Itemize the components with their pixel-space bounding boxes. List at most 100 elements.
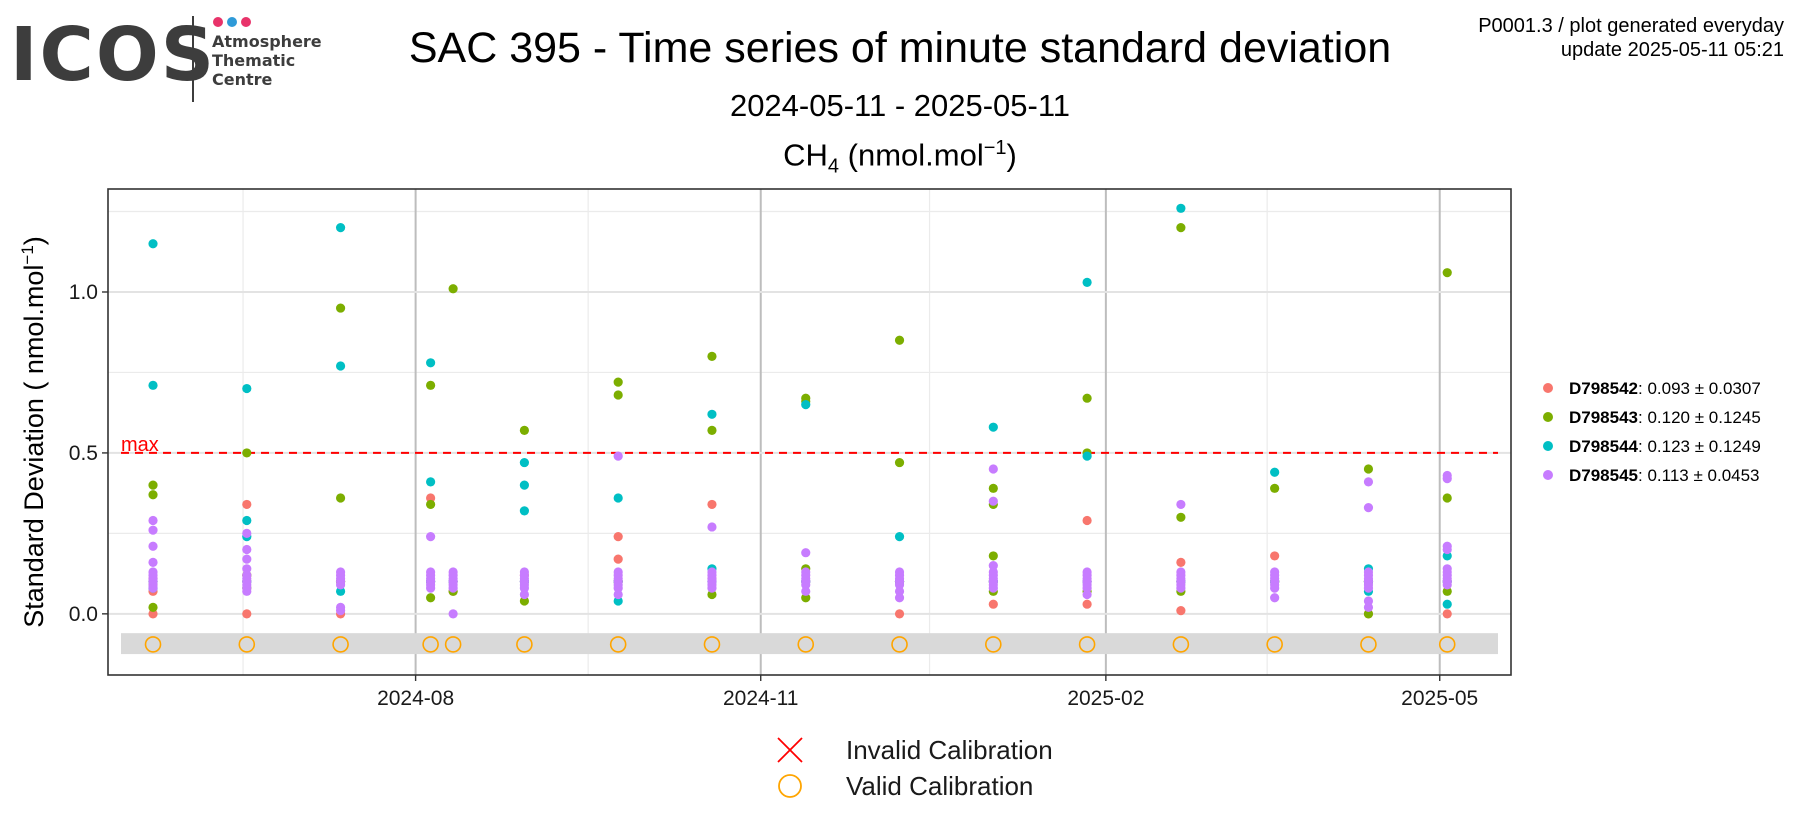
data-point — [426, 493, 436, 503]
calibration-marker — [1078, 636, 1096, 653]
data-point — [1363, 464, 1374, 474]
data-point — [707, 351, 717, 361]
data-point — [801, 400, 811, 410]
data-point — [148, 490, 158, 500]
data-point — [894, 593, 905, 603]
data-point — [707, 499, 717, 510]
data-point — [1363, 503, 1374, 513]
data-point — [242, 383, 252, 394]
data-point — [1363, 602, 1374, 613]
data-point — [148, 557, 158, 567]
update-timestamp: update 2025-05-11 05:21 — [1560, 39, 1784, 61]
data-point — [335, 223, 346, 233]
data-point — [1176, 499, 1186, 510]
data-point — [988, 583, 998, 593]
y-axis-title-superscript: −1 — [18, 245, 37, 264]
data-point — [335, 606, 346, 616]
legend-label: D798544: 0.123 ± 0.1249 — [1569, 437, 1761, 456]
calibration-marker — [609, 636, 627, 653]
data-point — [988, 483, 998, 493]
data-point — [242, 499, 252, 510]
calibration-marker — [144, 636, 162, 653]
data-point — [1363, 477, 1374, 487]
logo-dot — [213, 17, 223, 27]
invalid-calibration-icon — [777, 737, 803, 763]
data-point — [988, 496, 998, 506]
data-point — [242, 609, 252, 619]
data-point — [519, 457, 529, 468]
data-point — [335, 586, 346, 596]
calibration-marker — [1266, 636, 1283, 653]
data-point — [335, 361, 346, 371]
page-title: SAC 395 - Time series of minute standard… — [408, 24, 1392, 72]
legend-swatch — [1543, 441, 1553, 451]
legend-series-stat: : 0.123 ± 0.1249 — [1638, 437, 1761, 456]
data-point — [1082, 515, 1092, 526]
data-point — [1270, 583, 1280, 593]
data-point — [1442, 609, 1452, 619]
plot-border — [107, 188, 1512, 676]
plot-area — [108, 189, 1511, 675]
data-point — [1176, 606, 1186, 616]
legend-swatch — [1543, 383, 1553, 393]
legend-swatch — [1543, 470, 1553, 480]
data-point — [148, 541, 158, 551]
bottom-legend-label: Invalid Calibration — [846, 735, 1053, 765]
data-point — [1270, 467, 1280, 477]
data-point — [1270, 551, 1280, 561]
data-point — [426, 532, 436, 542]
x-tick-label: 2024-08 — [377, 687, 454, 710]
data-point — [426, 499, 436, 510]
data-point — [426, 583, 436, 593]
y-axis-title: Standard Deviation ( nmol.mol−1) — [18, 236, 49, 628]
calibration-marker — [422, 636, 439, 653]
data-point — [519, 583, 529, 593]
calibration-marker — [444, 636, 462, 653]
calibration-marker — [797, 636, 815, 653]
data-point — [988, 599, 998, 609]
data-point — [613, 589, 623, 600]
legend-series-name: D798543 — [1569, 408, 1638, 427]
data-point — [426, 358, 436, 368]
legend-series-stat: : 0.120 ± 0.1245 — [1638, 408, 1761, 427]
calibration-marker — [985, 636, 1002, 653]
data-point — [1442, 268, 1452, 278]
data-point — [448, 609, 458, 619]
data-point — [894, 580, 905, 590]
data-point — [148, 583, 158, 593]
data-point — [1176, 557, 1186, 567]
data-point — [801, 548, 811, 558]
calibration-marker — [1438, 636, 1456, 653]
data-point — [613, 377, 623, 387]
logo-dot — [241, 17, 251, 27]
data-point — [1442, 580, 1452, 590]
data-point — [894, 532, 905, 542]
icos-logo: ICOS Atmosphere Thematic Centre — [10, 14, 340, 106]
data-point — [148, 525, 158, 535]
legend-series-name: D798544 — [1569, 437, 1639, 456]
panel-title-unit-superscript: −1 — [983, 137, 1007, 159]
data-point — [242, 515, 252, 526]
panel-title-unit: (nmol.mol — [839, 137, 984, 173]
data-point — [988, 560, 998, 571]
calibration-marker — [1172, 636, 1190, 653]
y-tick-label: 0.5 — [69, 442, 98, 465]
data-point — [1082, 589, 1092, 600]
calibration-marker — [332, 636, 349, 653]
data-point — [148, 609, 158, 619]
data-point — [1270, 483, 1280, 493]
logo-line: Atmosphere — [212, 32, 322, 51]
data-point — [1442, 544, 1452, 555]
data-point — [335, 580, 346, 590]
data-point — [613, 493, 623, 503]
data-point — [242, 586, 252, 596]
data-point — [1082, 393, 1092, 403]
valid-calibration-icon — [778, 774, 802, 798]
panel-title-unit-close: ) — [1006, 137, 1017, 173]
logo-divider — [192, 16, 194, 102]
calibration-band — [121, 633, 1498, 655]
data-point — [801, 580, 811, 590]
data-point — [448, 284, 458, 294]
data-point — [1442, 474, 1452, 484]
plot-id-text: P0001.3 / plot generated everyday — [1478, 15, 1784, 37]
